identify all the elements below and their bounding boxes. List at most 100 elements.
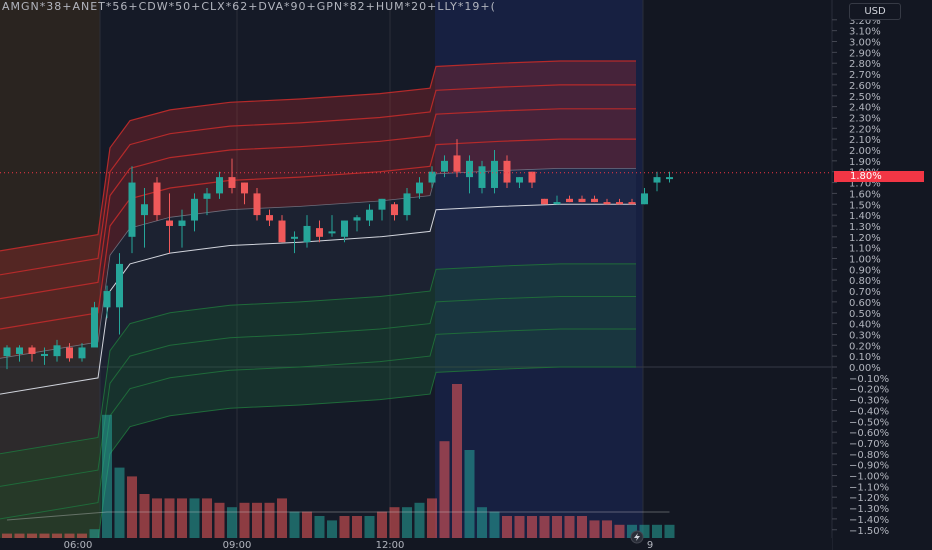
volume-bar	[289, 511, 300, 538]
candle-body	[153, 182, 161, 216]
candle-body	[503, 160, 511, 183]
volume-bar	[427, 498, 437, 538]
candle-body	[353, 217, 361, 221]
volume-bar	[227, 507, 237, 538]
volume-bar	[652, 524, 662, 538]
time-tick-label: 9	[647, 540, 653, 550]
price-tick-label: 2.10%	[849, 135, 881, 146]
volume-bar	[302, 511, 312, 538]
price-tick-label: 1.20%	[849, 233, 881, 244]
price-tick-label: −1.30%	[849, 504, 889, 515]
candle-body	[616, 202, 623, 205]
price-tick-label: 0.30%	[849, 330, 881, 341]
price-tick-label: 1.10%	[849, 244, 881, 255]
regular-session-bg	[100, 0, 435, 538]
volume-bar	[164, 498, 175, 538]
candle-body	[653, 177, 661, 183]
currency-button[interactable]: USD	[849, 3, 901, 20]
candle-body	[403, 193, 411, 216]
lightning-icon-glyph	[634, 533, 640, 541]
price-tick-label: 0.80%	[849, 276, 881, 287]
price-tick-label: −0.50%	[849, 417, 889, 428]
price-tick-label: −0.60%	[849, 428, 889, 439]
volume-bar	[552, 516, 562, 538]
price-tick-label: 2.20%	[849, 124, 881, 135]
price-tick-label: 0.10%	[849, 352, 881, 363]
price-tick-label: 0.20%	[849, 341, 881, 352]
candle-body	[591, 198, 598, 203]
candle-body	[53, 345, 61, 357]
volume-bar	[402, 507, 412, 538]
volume-bar	[139, 494, 150, 538]
candle-body	[91, 307, 98, 348]
volume-bar	[239, 502, 250, 538]
price-tick-label: −0.80%	[849, 450, 889, 461]
candle-body	[266, 215, 273, 221]
candle-body	[241, 182, 248, 194]
volume-bar	[189, 498, 200, 538]
lower-band-line	[0, 296, 636, 487]
inner-band-fill	[0, 168, 636, 454]
candle-body	[128, 182, 136, 237]
candle-body	[366, 209, 373, 221]
price-tick-label: −0.70%	[849, 439, 889, 450]
volume-bar	[64, 533, 75, 538]
time-axis-bg	[0, 538, 832, 550]
upper-band-line	[0, 138, 636, 330]
volume-bar	[614, 524, 625, 538]
candle-body	[491, 160, 498, 188]
candle-body	[278, 220, 286, 243]
volume-bar	[439, 441, 450, 538]
candle-body	[191, 198, 198, 221]
candle-body	[466, 160, 473, 178]
volume-bar	[202, 498, 212, 538]
volume-bar	[52, 533, 62, 538]
price-tick-label: 0.90%	[849, 265, 881, 276]
candle-body	[166, 220, 173, 226]
volume-bar	[277, 498, 287, 538]
volume-bar	[577, 516, 587, 538]
price-tick-label: 2.00%	[849, 146, 881, 157]
volume-bar	[89, 529, 100, 538]
price-axis-bg	[832, 0, 932, 550]
price-tick-label: 1.50%	[849, 200, 881, 211]
lower-band-fill	[0, 263, 636, 550]
price-tick-label: 0.70%	[849, 287, 881, 298]
price-tick-label: 0.50%	[849, 309, 881, 320]
price-tick-label: −0.90%	[849, 461, 889, 472]
volume-bar	[514, 516, 525, 538]
price-tick-label: −0.10%	[849, 374, 889, 385]
volume-bar	[639, 524, 650, 538]
price-tick-label: 2.80%	[849, 59, 881, 70]
candle-body	[16, 347, 23, 354]
volume-bar	[527, 516, 537, 538]
price-tick-label: 0.00%	[849, 363, 881, 374]
price-tick-label: 1.00%	[849, 255, 881, 266]
candle-body	[516, 177, 523, 183]
candle-body	[3, 347, 11, 357]
volume-bar	[664, 524, 675, 538]
price-tick-label: 2.40%	[849, 103, 881, 114]
volume-bar	[102, 414, 112, 538]
candle-body	[178, 220, 186, 226]
price-tick-label: 1.30%	[849, 222, 881, 233]
volume-ma-line	[6, 511, 670, 521]
volume-bar	[14, 533, 25, 538]
candle-body	[453, 155, 461, 172]
volume-bar	[127, 476, 137, 538]
time-tick-label: 12:00	[376, 540, 405, 550]
volume-bar	[314, 516, 325, 538]
volume-bar	[389, 507, 400, 538]
price-tick-label: 2.60%	[849, 81, 881, 92]
candle-body	[641, 193, 648, 205]
time-tick-label: 09:00	[223, 540, 252, 550]
candle-body	[666, 177, 673, 180]
future-space-bg	[643, 0, 833, 538]
candle-body	[328, 231, 336, 234]
price-tick-label: 1.60%	[849, 189, 881, 200]
volume-bar	[2, 533, 12, 538]
candle-body	[28, 347, 36, 354]
price-tick-label: −1.20%	[849, 493, 889, 504]
volume-bar	[77, 533, 87, 538]
